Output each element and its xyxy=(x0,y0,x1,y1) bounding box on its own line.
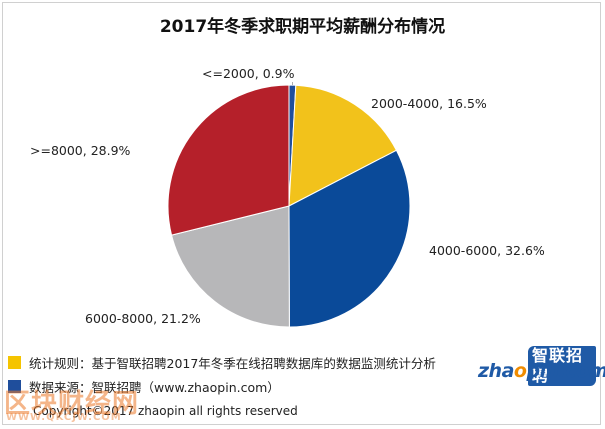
slice-label-2000-4000: 2000-4000, 16.5% xyxy=(371,96,487,111)
pie-slice-4000-6000 xyxy=(288,149,411,328)
stat-rule-text: 统计规则：基于智联招聘2017年冬季在线招聘数据库的数据监测统计分析 xyxy=(29,356,436,371)
slice-label-<=2000: <=2000, 0.9% xyxy=(202,66,295,81)
slice-label->=8000: >=8000, 28.9% xyxy=(30,143,131,158)
chart-frame xyxy=(2,2,601,425)
pie-slice->=8000 xyxy=(167,84,290,236)
slice-label-4000-6000: 4000-6000, 32.6% xyxy=(429,243,545,258)
pie-slice-2000-4000 xyxy=(288,84,398,207)
zhaopin-logo: 智联招聘 zhaopin.com xyxy=(478,346,605,386)
slice-label-6000-8000: 6000-8000, 21.2% xyxy=(85,311,201,326)
chart-title: 2017年冬季求职期平均薪酬分布情况 xyxy=(159,17,446,37)
logo-english: zhaopin.com xyxy=(478,360,605,382)
legend-square-yellow xyxy=(8,356,21,369)
pie-slice-6000-8000 xyxy=(170,205,290,328)
logo-chinese: 智联招聘 xyxy=(528,346,596,386)
legend-square-blue xyxy=(8,380,21,393)
copyright-text: Copyright©2017 zhaopin all rights reserv… xyxy=(33,404,298,418)
data-source-note: 数据来源：智联招聘（www.zhaopin.com） xyxy=(8,377,280,396)
stat-rule-note: 统计规则：基于智联招聘2017年冬季在线招聘数据库的数据监测统计分析 xyxy=(8,353,436,372)
data-source-text: 数据来源：智联招聘（www.zhaopin.com） xyxy=(29,380,280,395)
